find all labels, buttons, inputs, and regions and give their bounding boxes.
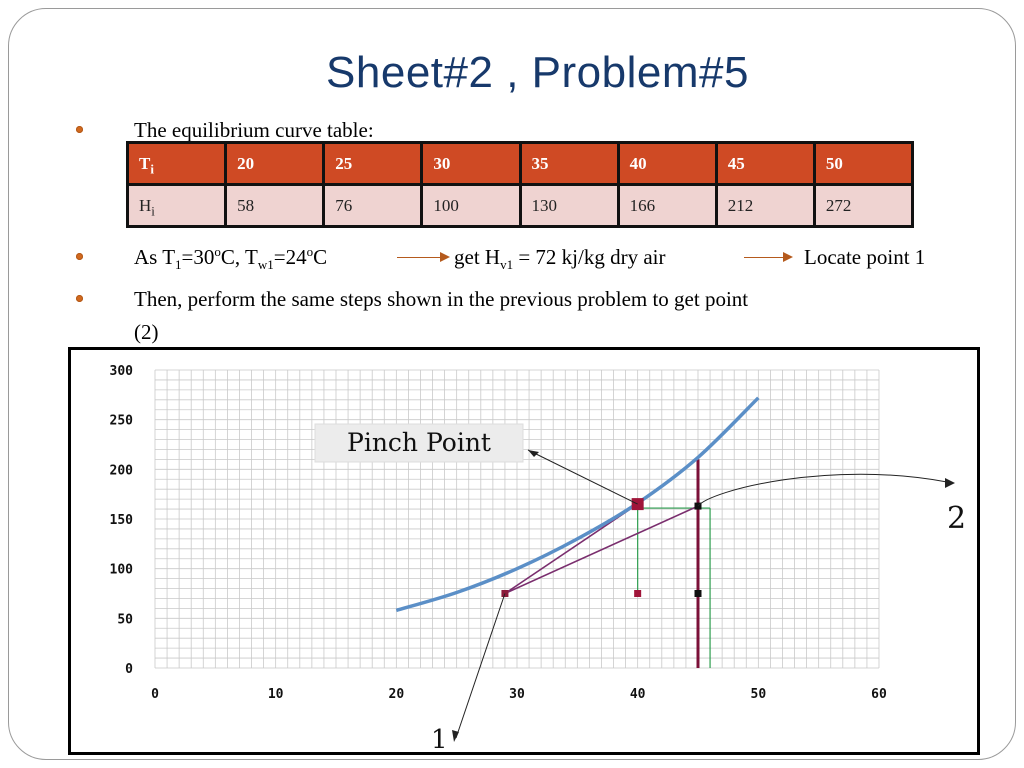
x-tick-label: 60 <box>871 687 887 702</box>
pinch-arrow-head <box>528 450 539 457</box>
pinch-point-label: Pinch Point <box>347 428 491 457</box>
table-cell: 100 <box>420 183 522 228</box>
arrow-2-line <box>744 257 784 258</box>
x-tick-label: 20 <box>389 687 405 702</box>
bullet-dot-1 <box>76 126 83 133</box>
table-cell: 76 <box>322 183 424 228</box>
equilibrium-curve <box>395 396 760 613</box>
table-cell: 130 <box>518 183 620 228</box>
arrow-1-head <box>440 252 450 262</box>
table-row-temperature: Ti 20 25 30 35 40 45 50 <box>125 141 915 186</box>
row-label-h: Hi <box>125 183 228 228</box>
y-tick-label: 150 <box>110 513 134 528</box>
bullet-dot-3 <box>76 295 83 302</box>
table-cell: 30 <box>420 141 522 186</box>
point-1-arrow-line <box>455 593 506 739</box>
y-tick-label: 0 <box>125 662 133 677</box>
pinch-point-label-box <box>314 423 524 463</box>
bullet-locate-point-1: As T1=30oC, Tw1=24oC <box>134 244 328 273</box>
bullet-same-steps-line1: Then, perform the same steps shown in th… <box>134 287 749 311</box>
bullet-locate-point-1-label: Locate point 1 <box>804 245 926 269</box>
table-row-enthalpy: Hi 58 76 100 130 166 212 272 <box>125 183 915 228</box>
x-tick-label: 10 <box>268 687 284 702</box>
bullet-same-steps-line2: (2) <box>134 320 159 344</box>
operating-line <box>504 505 699 595</box>
table-cell: 272 <box>812 183 915 228</box>
x-tick-label: 0 <box>151 687 159 702</box>
arrow-2-head <box>783 252 793 262</box>
y-tick-label: 100 <box>110 563 134 578</box>
equilibrium-table: Ti 20 25 30 35 40 45 50 Hi 58 76 100 130… <box>125 141 915 228</box>
table-cell: 50 <box>812 141 915 186</box>
row-label-t: Ti <box>125 141 228 186</box>
y-tick-label: 300 <box>110 364 134 379</box>
construction-lines <box>504 459 711 668</box>
point-2-label: 2 <box>947 501 966 536</box>
arrow-1-line <box>397 257 441 258</box>
table-cell: 25 <box>322 141 424 186</box>
y-tick-label: 50 <box>117 612 133 627</box>
data-marker <box>634 590 642 597</box>
pinch-arrow-line <box>527 449 638 505</box>
axis-ticks: 0 10 20 30 40 50 60 0 50 100 150 200 250 300 <box>110 364 887 702</box>
bullet-equilibrium-table: The equilibrium curve table: <box>134 118 374 142</box>
table-cell: 35 <box>518 141 620 186</box>
annotations: Pinch Point 1 2 <box>314 423 966 752</box>
table-cell: 212 <box>714 183 816 228</box>
bullet-get-hv1: get Hv1 = 72 kj/kg dry air <box>454 245 666 273</box>
table-cell: 40 <box>616 141 718 186</box>
equilibrium-curve-line <box>395 396 760 613</box>
slide-title: Sheet#2 , Problem#5 <box>326 48 749 97</box>
x-tick-label: 50 <box>751 687 767 702</box>
point-2-arrow-head <box>945 478 955 488</box>
data-marker <box>694 590 702 597</box>
chart-container: 0 10 20 30 40 50 60 0 50 100 150 200 250 300 Pinch Po… <box>68 347 980 755</box>
y-tick-label: 200 <box>110 463 134 478</box>
table-cell: 20 <box>224 141 326 186</box>
table-cell: 58 <box>224 183 326 228</box>
equilibrium-chart: 0 10 20 30 40 50 60 0 50 100 150 200 250 300 Pinch Po… <box>110 364 967 752</box>
bullet-dot-2 <box>76 253 83 260</box>
grid <box>154 369 880 669</box>
point-1-arrow-head <box>452 730 459 742</box>
point-2-arrow-line <box>697 473 948 507</box>
x-tick-label: 30 <box>509 687 525 702</box>
table-cell: 166 <box>616 183 718 228</box>
y-tick-label: 250 <box>110 414 134 429</box>
table-cell: 45 <box>714 141 816 186</box>
point-1-label: 1 <box>431 725 448 752</box>
x-tick-label: 40 <box>630 687 646 702</box>
